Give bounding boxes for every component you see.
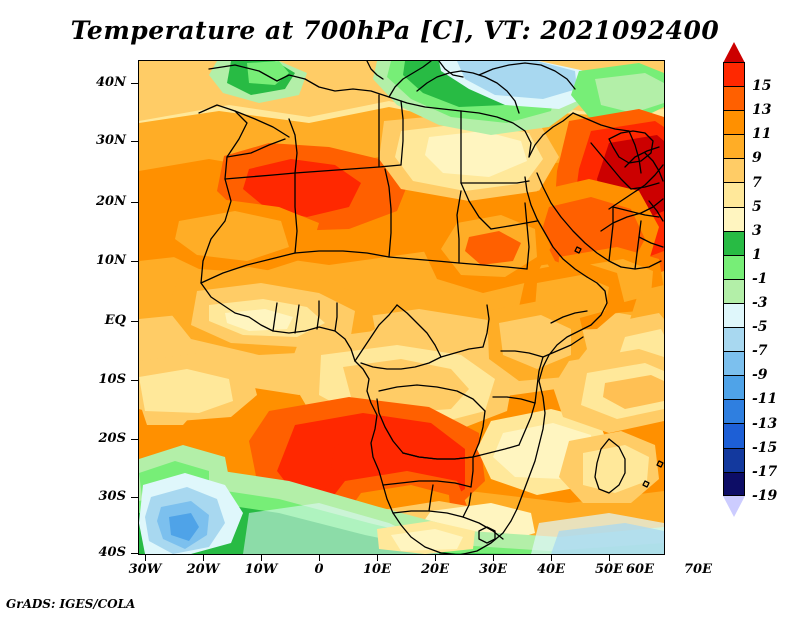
x-tick-label-0: 0 bbox=[314, 562, 324, 577]
colorbar-segment bbox=[723, 254, 745, 279]
colorbar-segment bbox=[723, 302, 745, 328]
x-tick-label-40e: 40E bbox=[537, 562, 565, 577]
map-plot-area bbox=[138, 60, 665, 555]
colorbar-segment bbox=[723, 110, 745, 135]
colorbar-segment bbox=[723, 62, 745, 87]
colorbar-tick-label: 7 bbox=[752, 174, 762, 191]
colorbar-segment bbox=[723, 423, 745, 448]
colorbar-segment bbox=[723, 158, 745, 183]
colorbar-tick-label: -17 bbox=[752, 463, 778, 480]
x-tick-mark bbox=[145, 554, 146, 561]
y-tick-mark bbox=[131, 83, 138, 84]
colorbar-tick-label: -1 bbox=[752, 270, 768, 287]
temperature-field bbox=[139, 61, 664, 554]
x-tick-label-10w: 10W bbox=[244, 562, 278, 577]
y-tick-mark bbox=[131, 553, 138, 554]
x-tick-mark bbox=[261, 554, 262, 561]
y-tick-mark bbox=[131, 261, 138, 262]
colorbar-tick-label: 3 bbox=[752, 222, 762, 239]
colorbar-segments bbox=[723, 62, 745, 496]
x-tick-mark bbox=[493, 554, 494, 561]
colorbar-segment bbox=[723, 278, 745, 303]
x-tick-label-10e: 10E bbox=[363, 562, 391, 577]
y-tick-label-10n: 10N bbox=[96, 253, 126, 268]
colorbar-segment bbox=[723, 447, 745, 472]
x-tick-mark bbox=[319, 554, 320, 561]
colorbar-segment bbox=[723, 351, 745, 376]
x-tick-label-60e: 60E bbox=[626, 562, 654, 577]
colorbar-tick-label: 9 bbox=[752, 150, 762, 167]
colorbar-tick-label: -13 bbox=[752, 415, 778, 432]
x-tick-mark bbox=[551, 554, 552, 561]
x-tick-mark bbox=[609, 554, 610, 561]
x-tick-label-20e: 20E bbox=[421, 562, 449, 577]
colorbar-tick-label: -15 bbox=[752, 439, 778, 456]
colorbar-tick-label: 13 bbox=[752, 102, 772, 119]
colorbar-under-arrow bbox=[723, 495, 745, 517]
x-tick-label-50e: 50E bbox=[595, 562, 623, 577]
y-tick-mark bbox=[131, 202, 138, 203]
colorbar-tick-label: -5 bbox=[752, 319, 768, 336]
colorbar-tick-label: 1 bbox=[752, 246, 762, 263]
colorbar-segment bbox=[723, 399, 745, 424]
colorbar-segment bbox=[723, 375, 745, 400]
x-tick-label-70e: 70E bbox=[684, 562, 712, 577]
x-tick-label-30e: 30E bbox=[479, 562, 507, 577]
colorbar-tick-label: -11 bbox=[752, 391, 778, 408]
colorbar-tick-label: 11 bbox=[752, 126, 772, 143]
y-tick-label-eq: EQ bbox=[104, 313, 126, 328]
footer-attribution: GrADS: IGES/COLA bbox=[6, 597, 136, 611]
colorbar-tick-label: -9 bbox=[752, 367, 768, 384]
y-tick-label-10s: 10S bbox=[98, 372, 126, 387]
colorbar-segment bbox=[723, 230, 745, 255]
page-title: Temperature at 700hPa [C], VT: 202109240… bbox=[70, 16, 720, 45]
x-tick-mark bbox=[203, 554, 204, 561]
x-tick-label-30w: 30W bbox=[128, 562, 162, 577]
colorbar-segment bbox=[723, 86, 745, 111]
colorbar-segment bbox=[723, 471, 745, 496]
x-tick-mark bbox=[435, 554, 436, 561]
colorbar-tick-label: 5 bbox=[752, 198, 762, 215]
y-tick-mark bbox=[131, 497, 138, 498]
y-tick-label-40s: 40S bbox=[98, 545, 126, 560]
colorbar-segment bbox=[723, 327, 745, 352]
colorbar-tick-label: 15 bbox=[752, 78, 772, 95]
colorbar-tick-label: -7 bbox=[752, 343, 768, 360]
y-tick-mark bbox=[131, 321, 138, 322]
x-tick-label-20w: 20W bbox=[186, 562, 220, 577]
y-tick-mark bbox=[131, 439, 138, 440]
colorbar-over-arrow bbox=[723, 42, 745, 63]
y-tick-label-30n: 30N bbox=[96, 133, 126, 148]
colorbar-segment bbox=[723, 182, 745, 207]
y-tick-label-40n: 40N bbox=[96, 75, 126, 90]
y-tick-mark bbox=[131, 141, 138, 142]
x-tick-mark bbox=[377, 554, 378, 561]
colorbar-tick-label: -3 bbox=[752, 295, 768, 311]
y-tick-label-20n: 20N bbox=[96, 194, 126, 209]
colorbar-tick-label: -19 bbox=[752, 487, 778, 504]
colorbar-segment bbox=[723, 206, 745, 231]
colorbar-segment bbox=[723, 134, 745, 159]
y-tick-label-20s: 20S bbox=[98, 431, 126, 446]
y-tick-mark bbox=[131, 380, 138, 381]
y-tick-label-30s: 30S bbox=[98, 489, 126, 504]
